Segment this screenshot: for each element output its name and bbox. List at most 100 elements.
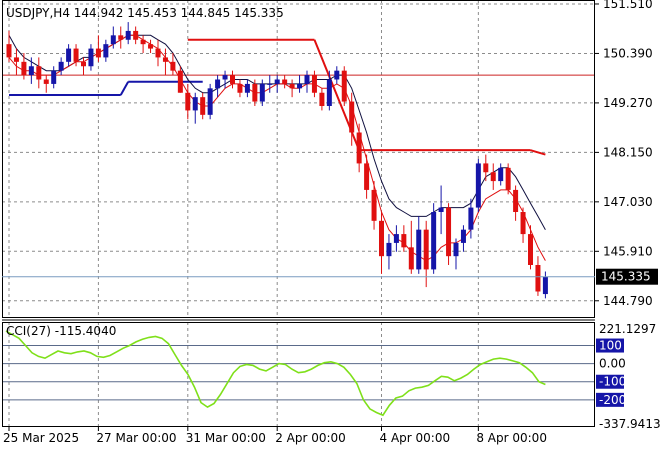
candle-65 <box>490 163 496 190</box>
candle-body-33 <box>252 83 258 102</box>
candle-47 <box>356 123 362 173</box>
candle-body-63 <box>475 163 481 208</box>
candle-4 <box>36 57 42 89</box>
candle-body-38 <box>289 83 295 89</box>
candle-3 <box>28 57 34 84</box>
candle-25 <box>192 92 198 124</box>
candle-body-68 <box>513 189 519 212</box>
cci-layer <box>5 330 546 417</box>
cci-level-tag-4 <box>596 392 624 407</box>
candle-9 <box>73 44 79 67</box>
time-tick-label-5: 8 Apr 00:00 <box>476 431 547 445</box>
candle-30 <box>230 70 235 89</box>
candle-32 <box>244 79 250 98</box>
candle-15 <box>118 26 124 49</box>
price-tick-label-0: 151.510 <box>603 0 653 11</box>
time-tick-label-1: 27 Mar 00:00 <box>96 431 176 445</box>
candle-body-47 <box>356 132 362 164</box>
candle-63 <box>475 159 481 212</box>
cci-level-tag-1 <box>596 338 624 353</box>
symbol-info-label: USDJPY,H4 144.942 145.453 144.845 145.33… <box>6 6 284 20</box>
candle-body-57 <box>431 212 437 270</box>
candle-body-39 <box>297 83 303 89</box>
price-tick-label-2: 149.270 <box>603 96 653 110</box>
candle-44 <box>334 66 340 84</box>
candle-62 <box>468 198 474 239</box>
candle-body-50 <box>379 220 384 257</box>
time-tick-label-3: 2 Apr 00:00 <box>275 431 346 445</box>
candle-body-24 <box>185 92 191 111</box>
candle-20 <box>155 39 161 67</box>
candle-body-26 <box>200 97 206 115</box>
candle-body-1 <box>13 57 19 62</box>
candle-24 <box>185 83 191 120</box>
candle-71 <box>535 256 541 296</box>
cci-level-tag-3 <box>596 374 624 389</box>
candle-body-16 <box>125 30 131 40</box>
price-tick-label-4: 147.030 <box>603 195 653 209</box>
time-tick-label-2: 31 Mar 00:00 <box>186 431 266 445</box>
candle-38 <box>289 79 295 98</box>
cci-tick-label-0: 221.1297 <box>599 322 656 336</box>
moving-averages-layer <box>8 34 546 262</box>
candle-57 <box>431 203 437 274</box>
candle-19 <box>148 39 154 53</box>
candle-26 <box>200 92 206 120</box>
fast-moving-average-line <box>8 34 546 262</box>
candle-body-31 <box>237 83 243 93</box>
time-tick-label-0: 25 Mar 2025 <box>3 431 79 445</box>
candle-70 <box>528 225 533 270</box>
candle-12 <box>95 35 101 62</box>
candle-body-30 <box>230 75 235 84</box>
candle-body-59 <box>446 207 452 257</box>
candle-10 <box>81 57 86 76</box>
candle-body-8 <box>66 48 72 62</box>
candle-body-25 <box>192 97 198 111</box>
candle-54 <box>408 220 414 274</box>
candle-body-4 <box>36 66 42 80</box>
candle-33 <box>252 79 258 106</box>
cci-tick-label-4: -200 <box>599 393 626 407</box>
candle-body-69 <box>520 212 526 235</box>
candle-body-53 <box>401 234 407 248</box>
candle-22 <box>170 53 176 76</box>
candle-body-55 <box>416 229 422 270</box>
candle-68 <box>513 185 519 221</box>
candle-35 <box>267 75 273 93</box>
candle-body-45 <box>341 70 347 102</box>
cci-indicator-label: CCI(27) -115.4040 <box>6 324 116 338</box>
candle-23 <box>177 66 183 93</box>
candle-body-17 <box>133 30 139 40</box>
candle-body-42 <box>319 92 325 106</box>
price-tick-label-3: 148.150 <box>603 145 653 159</box>
candle-53 <box>401 225 407 252</box>
candle-body-6 <box>51 70 57 84</box>
cci-tick-label-2: 0.00 <box>599 357 626 371</box>
frame <box>2 0 595 427</box>
price-pane-border <box>2 0 595 318</box>
candle-41 <box>311 70 317 98</box>
candle-body-37 <box>282 79 288 84</box>
candle-64 <box>483 154 489 182</box>
candle-48 <box>364 154 370 199</box>
candle-42 <box>319 88 325 111</box>
candle-34 <box>259 79 265 106</box>
candles-layer <box>6 22 548 299</box>
candle-body-66 <box>498 167 504 182</box>
candle-body-44 <box>334 70 340 80</box>
candle-58 <box>438 185 444 235</box>
candle-5 <box>43 75 49 93</box>
candle-1 <box>13 48 19 76</box>
candle-body-56 <box>423 229 429 270</box>
price-tick-label-1: 150.390 <box>603 46 653 60</box>
candle-21 <box>162 48 168 76</box>
candle-body-46 <box>349 101 355 133</box>
candle-body-12 <box>95 48 101 58</box>
candle-body-9 <box>73 48 79 62</box>
candle-51 <box>386 234 392 270</box>
candle-body-62 <box>468 207 474 230</box>
candle-body-70 <box>528 234 533 265</box>
candle-body-58 <box>438 207 444 212</box>
